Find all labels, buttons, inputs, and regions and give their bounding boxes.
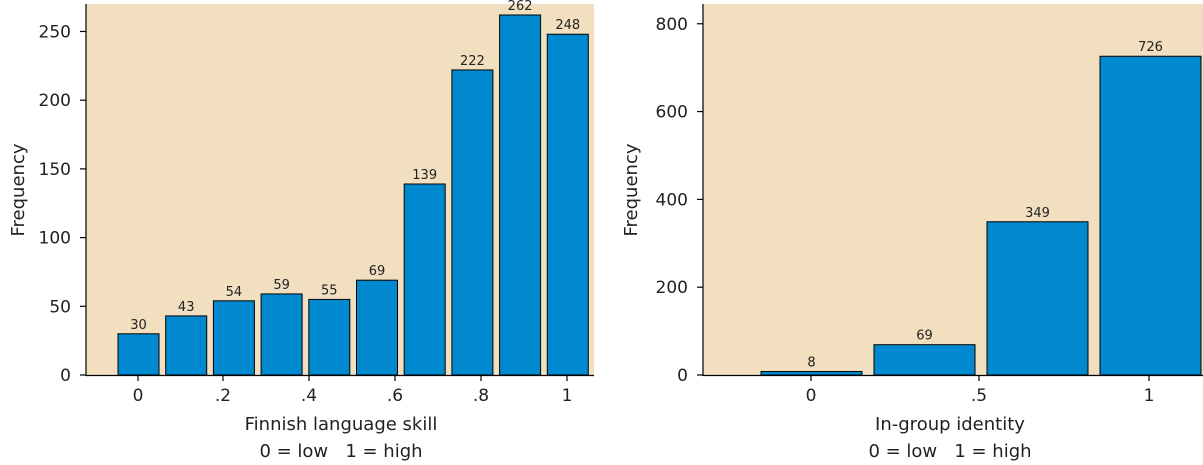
bar-value-label: 54 [226,285,243,300]
x-axis-title: In-group identity [875,414,1025,435]
bar-value-label: 69 [916,329,933,344]
chart-left-panel: 30 43 54 59 55 69 139 222 262 248 0 50 100 150 200 250… [8,0,594,462]
x-tick-label: 0 [806,386,817,406]
bar [260,293,303,376]
x-tick-label: .2 [215,386,231,406]
bar-value-label: 262 [508,0,533,14]
x-tick-labels: 0 .2 .4 .6 .8 1 [133,375,573,406]
bar [165,315,208,376]
y-tick-label: 250 [39,22,71,42]
bar [546,33,589,376]
y-tick-label: 100 [39,229,71,249]
x-tick-label: .5 [971,386,987,406]
bar [403,183,446,376]
bar [117,333,160,376]
y-tick-label: 200 [656,278,688,298]
bar [308,298,351,376]
bar [760,370,863,376]
y-tick-label: 50 [49,297,71,317]
x-tick-label: .8 [473,386,489,406]
x-axis-subtitle: 0 = low 1 = high [868,441,1031,462]
bar [1099,55,1202,376]
x-axis-title: Finnish language skill [245,414,438,435]
x-tick-label: 1 [1144,386,1155,406]
bar-value-label: 69 [369,264,386,279]
y-axis-title: Frequency [621,143,642,236]
bar [873,344,976,376]
bar-value-label: 726 [1138,40,1163,55]
bar [986,221,1089,376]
y-tick-labels: 0 200 400 600 800 [656,15,703,386]
bar-value-label: 30 [130,318,147,333]
x-tick-label: 1 [562,386,573,406]
bar-group: 30 43 54 59 55 69 139 222 262 248 [117,0,589,376]
bar [356,279,398,376]
bar-value-label: 55 [321,283,338,298]
bar-value-label: 248 [555,18,580,33]
y-tick-label: 0 [60,366,71,386]
bar-value-label: 43 [178,300,195,315]
bar-value-label: 222 [460,54,485,69]
y-tick-label: 400 [656,190,688,210]
y-tick-label: 600 [656,103,688,123]
y-tick-labels: 0 50 100 150 200 250 [39,22,86,386]
bar-group: 8 69 349 726 [760,40,1202,376]
bar-value-label: 349 [1025,206,1050,221]
bar-value-label: 59 [273,278,290,293]
x-axis-subtitle: 0 = low 1 = high [259,441,422,462]
x-tick-label: 0 [133,386,144,406]
x-tick-label: .4 [301,386,317,406]
y-tick-label: 150 [39,160,71,180]
x-tick-labels: 0.5 1 [806,375,1155,406]
y-tick-label: 800 [656,15,688,35]
bar [451,69,494,376]
bar [499,14,542,376]
bar-value-label: 8 [807,355,815,370]
y-tick-label: 200 [39,91,71,111]
bar [212,300,255,376]
x-tick-label: .6 [387,386,403,406]
y-axis-title: Frequency [8,143,29,236]
y-tick-label: 0 [677,366,688,386]
bar-value-label: 139 [412,168,437,183]
